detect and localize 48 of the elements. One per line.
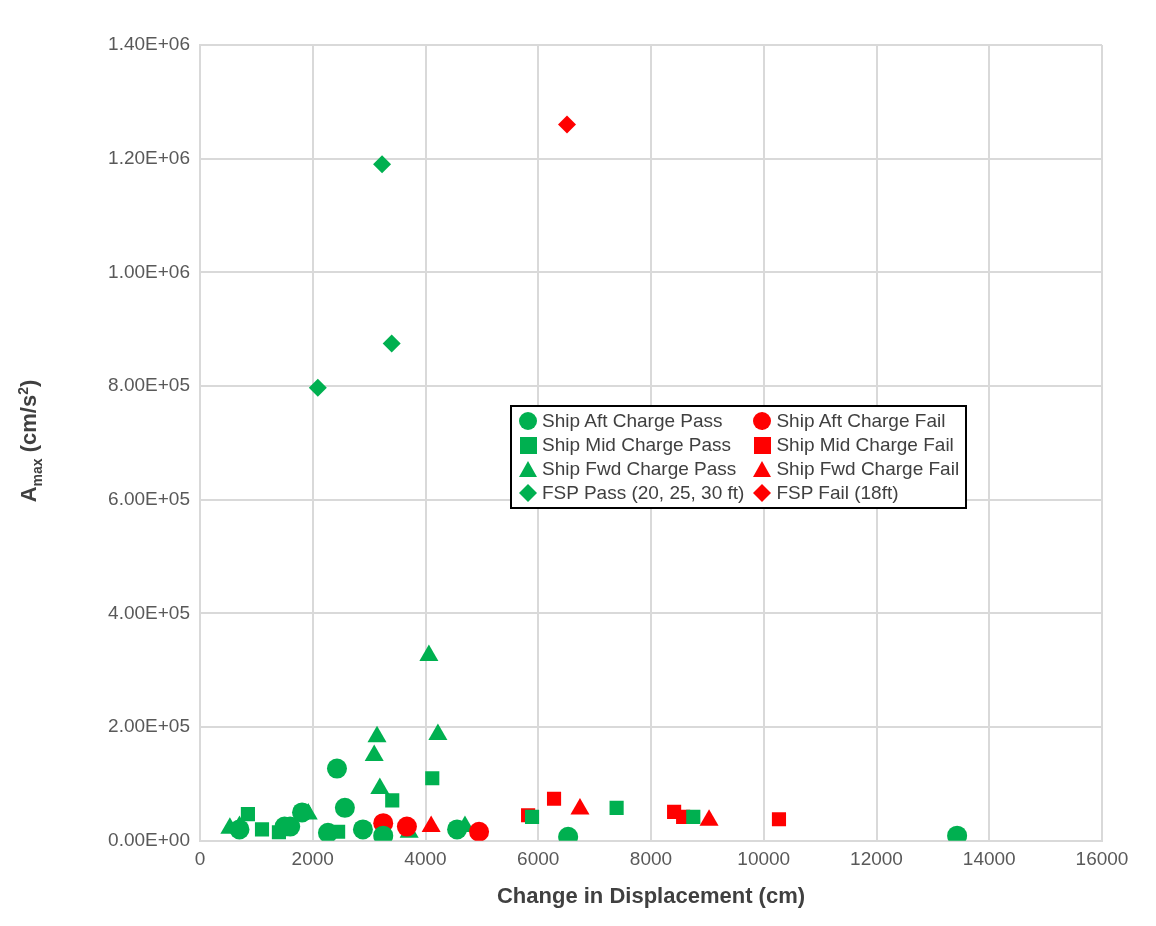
x-tick-label: 8000 [629, 848, 673, 870]
legend-label: Ship Mid Charge Pass [542, 434, 732, 456]
y-tick-label: 2.00E+05 [108, 715, 190, 737]
legend-label: FSP Pass (20, 25, 30 ft) [542, 482, 745, 504]
point [292, 802, 313, 823]
point [308, 378, 327, 397]
x-tick-label: 2000 [291, 848, 334, 870]
point [385, 793, 400, 808]
x-axis-title: Change in Displacement (cm) [496, 882, 806, 908]
point [469, 821, 490, 841]
y-tick-label: 1.20E+06 [108, 146, 190, 168]
point [326, 758, 347, 779]
legend-label: Ship Aft Charge Fail [776, 410, 946, 432]
point [382, 334, 401, 353]
point [524, 809, 540, 824]
legend-label: FSP Fail (18ft) [776, 482, 899, 504]
point [425, 771, 440, 786]
x-tick-label: 14000 [962, 848, 1016, 870]
y-tick-label: 1.40E+06 [108, 33, 190, 55]
point [229, 819, 250, 840]
x-tick-label: 4000 [404, 848, 447, 870]
x-tick-label: 12000 [850, 848, 903, 870]
y-tick-label: 4.00E+05 [108, 601, 190, 623]
x-tick-label: 10000 [737, 848, 791, 870]
point [396, 816, 417, 837]
legend-label: Ship Mid Charge Fail [776, 434, 954, 456]
point [447, 819, 468, 840]
y-tick-label: 8.00E+05 [108, 374, 190, 396]
point [609, 800, 624, 815]
legend-label: Ship Aft Charge Pass [542, 410, 723, 432]
point [334, 797, 355, 818]
point [254, 822, 270, 837]
y-tick-label: 6.00E+05 [108, 487, 190, 509]
point [546, 791, 562, 806]
point [771, 812, 787, 827]
point [317, 822, 338, 841]
legend-label: Ship Fwd Charge Fail [776, 458, 960, 480]
point [240, 807, 255, 822]
point [373, 155, 392, 174]
point [352, 819, 373, 840]
x-tick-label: 16000 [1075, 848, 1129, 870]
legend-label: Ship Fwd Charge Pass [542, 458, 737, 480]
x-tick-label: 6000 [517, 848, 560, 870]
x-tick-label: 0 [194, 848, 206, 870]
point [686, 809, 701, 824]
y-tick-label: 1.00E+06 [108, 260, 190, 282]
point [558, 115, 576, 134]
y-tick-label: 0.00E+00 [108, 829, 190, 851]
